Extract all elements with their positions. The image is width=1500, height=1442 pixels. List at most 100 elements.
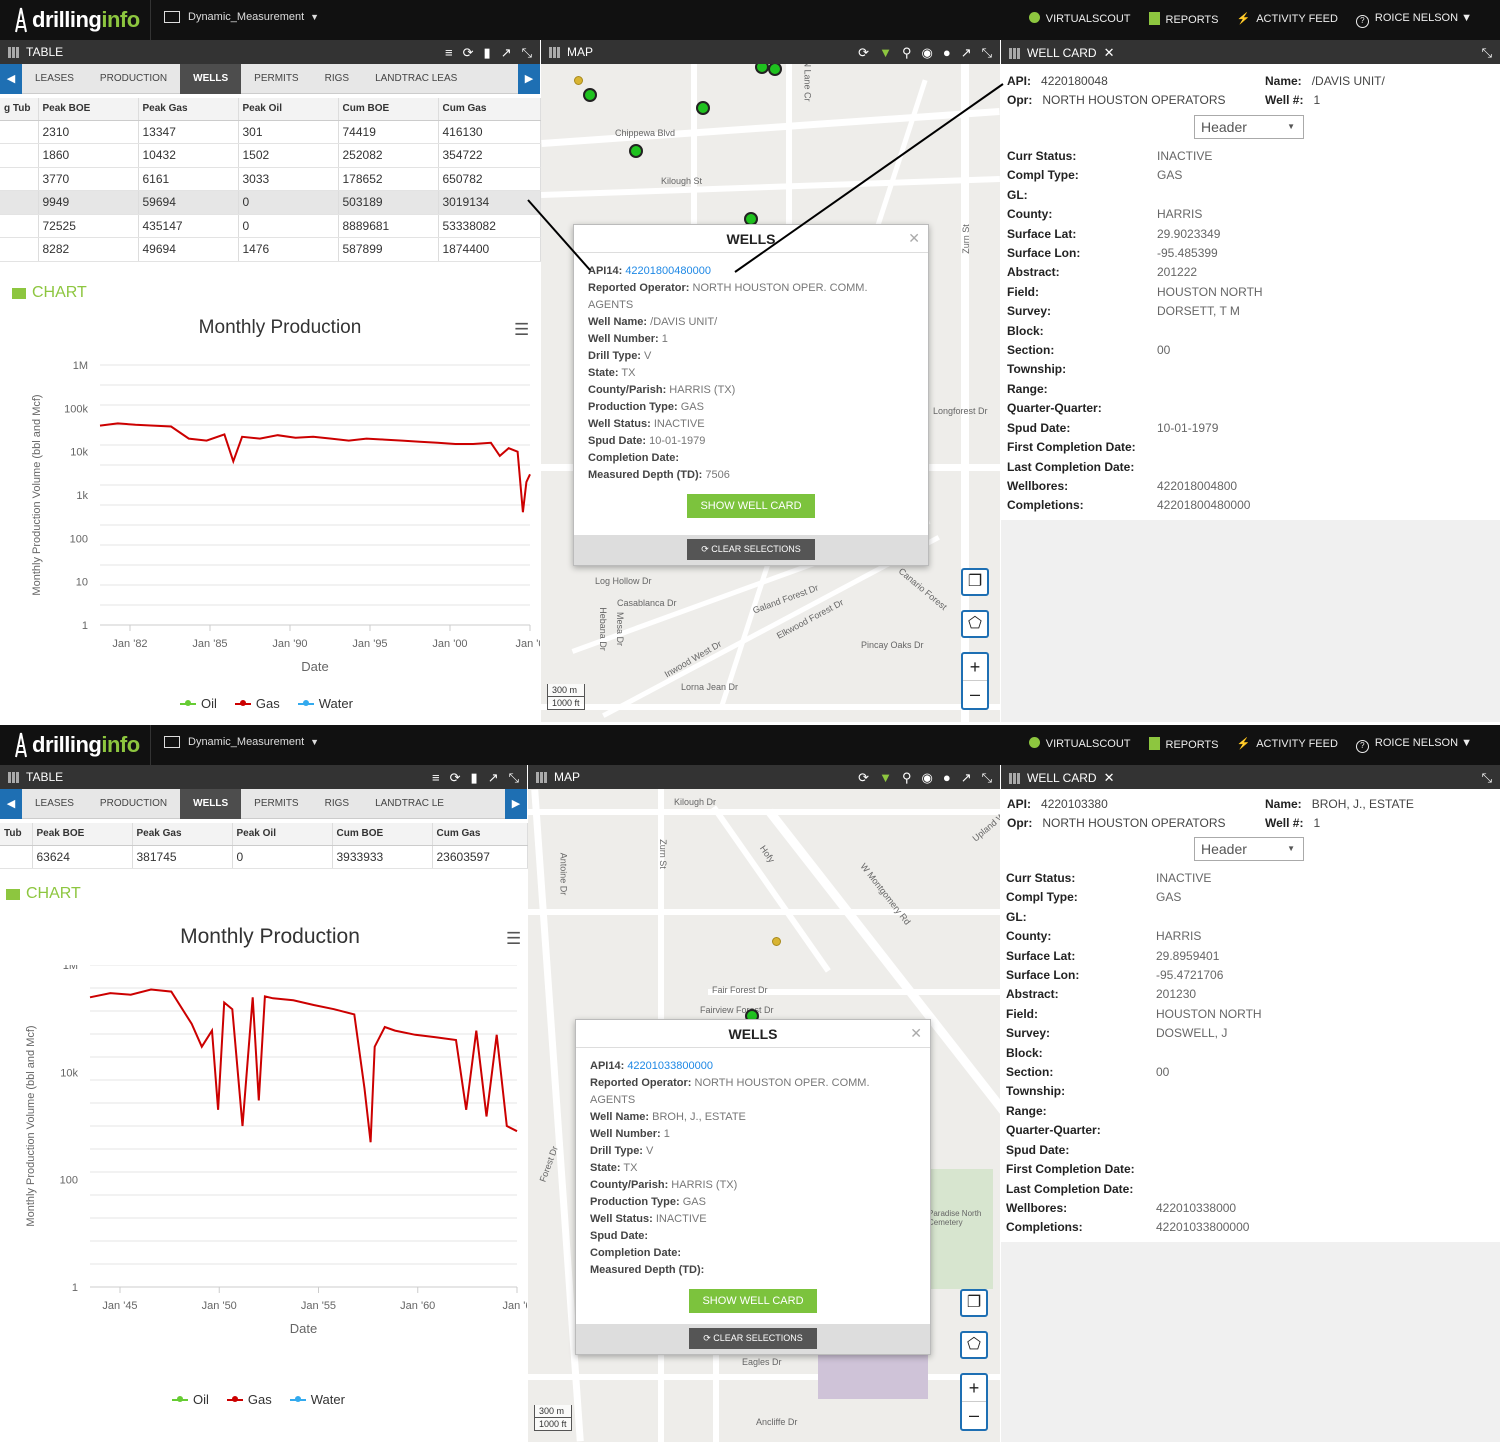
legend-oil[interactable]: Oil xyxy=(172,1392,209,1407)
api-link[interactable]: 42201033800000 xyxy=(627,1060,713,1072)
tab-permits[interactable]: PERMITS xyxy=(254,73,299,84)
zoom-icon[interactable]: ⚲ xyxy=(901,770,912,785)
list-filter-icon[interactable]: ≡ xyxy=(432,770,440,785)
column-header[interactable]: Cum Gas xyxy=(438,98,541,121)
tabs-right-arrow[interactable]: ▶ xyxy=(505,789,527,819)
drillinginfo-logo[interactable]: drilling info xyxy=(14,729,140,761)
tabs-left-arrow[interactable]: ◀ xyxy=(0,64,22,94)
show-well-card-button[interactable]: SHOW WELL CARD xyxy=(687,494,815,518)
zoom-out-button[interactable]: – xyxy=(968,1405,979,1425)
table-row[interactable]: 72525 435147 0 8889681 53338082 xyxy=(0,214,541,238)
reports-link[interactable]: REPORTS xyxy=(1148,737,1219,753)
polygon-select-button[interactable]: ⬠ xyxy=(961,610,989,638)
activity-feed-link[interactable]: ⚡ ACTIVITY FEED xyxy=(1236,13,1338,25)
table-row[interactable]: 8282 49694 1476 587899 1874400 xyxy=(0,237,541,262)
show-well-card-button[interactable]: SHOW WELL CARD xyxy=(689,1289,817,1313)
legend-gas[interactable]: Gas xyxy=(234,696,280,711)
legend-water[interactable]: Water xyxy=(297,696,353,711)
refresh-icon[interactable]: ⟳ xyxy=(858,770,870,785)
drillinginfo-logo[interactable]: drilling info xyxy=(14,4,140,36)
user-menu[interactable]: ? ROICE NELSON ▼ xyxy=(1355,12,1472,28)
zoom-out-button[interactable]: – xyxy=(969,684,980,704)
filter-icon[interactable]: ▼ xyxy=(879,45,892,60)
table-row[interactable]: 3770 6161 3033 178652 650782 xyxy=(0,167,541,191)
tab-leases[interactable]: LEASES xyxy=(35,798,74,809)
expand-icon[interactable]: ⤡ xyxy=(981,45,992,60)
filter-icon[interactable]: ▼ xyxy=(879,770,892,785)
tabs-left-arrow[interactable]: ◀ xyxy=(0,789,22,819)
reports-link[interactable]: REPORTS xyxy=(1148,12,1219,28)
well-marker[interactable] xyxy=(629,144,643,158)
tab-permits[interactable]: PERMITS xyxy=(254,798,299,809)
bar-chart-icon[interactable]: ▮ xyxy=(470,770,478,785)
zoom-icon[interactable]: ⚲ xyxy=(901,45,912,60)
virtualscout-link[interactable]: VIRTUALSCOUT xyxy=(1028,737,1131,753)
well-marker[interactable] xyxy=(768,64,782,76)
column-header[interactable]: Cum Gas xyxy=(432,823,528,846)
clear-selections-button[interactable]: ⟳ CLEAR SELECTIONS xyxy=(687,539,815,560)
tab-production[interactable]: PRODUCTION xyxy=(99,73,168,84)
tab-wells[interactable]: WELLS xyxy=(180,64,242,94)
list-filter-icon[interactable]: ≡ xyxy=(445,45,453,60)
tab-wells[interactable]: WELLS xyxy=(180,789,242,819)
expand-icon[interactable]: ⤡ xyxy=(1481,45,1492,60)
column-header[interactable]: Cum BOE xyxy=(338,98,439,121)
section-select[interactable]: Header ▼ xyxy=(1194,837,1304,861)
well-marker[interactable] xyxy=(583,88,597,102)
expand-icon[interactable]: ⤡ xyxy=(1481,770,1492,785)
table-row[interactable]: 1860 10432 1502 252082 354722 xyxy=(0,143,541,168)
column-header[interactable]: Peak Gas xyxy=(138,98,239,121)
close-icon[interactable]: ✕ xyxy=(1103,45,1115,60)
column-header[interactable]: Tub xyxy=(0,823,33,846)
tab-production[interactable]: PRODUCTION xyxy=(99,798,168,809)
close-icon[interactable]: ✕ xyxy=(910,1025,922,1041)
pin-icon[interactable]: ● xyxy=(942,770,951,785)
layers-icon[interactable]: ◉ xyxy=(921,770,933,785)
section-select[interactable]: Header ▼ xyxy=(1194,115,1304,139)
hamburger-icon[interactable]: ☰ xyxy=(514,320,530,339)
tab-leases[interactable]: LEASES xyxy=(35,73,74,84)
expand-icon[interactable]: ⤡ xyxy=(981,770,992,785)
legend-oil[interactable]: Oil xyxy=(180,696,217,711)
workspace-dropdown[interactable]: Dynamic_Measurement ▼ xyxy=(164,11,319,23)
tab-rigs[interactable]: RIGS xyxy=(324,73,350,84)
column-header[interactable]: Peak Gas xyxy=(132,823,233,846)
table-row[interactable]: 63624 381745 0 3933933 23603597 xyxy=(0,845,528,869)
column-header[interactable]: Peak BOE xyxy=(38,98,139,121)
tab-rigs[interactable]: RIGS xyxy=(324,798,350,809)
tab-landtrac-le[interactable]: LANDTRAC LE xyxy=(375,798,444,809)
activity-feed-link[interactable]: ⚡ ACTIVITY FEED xyxy=(1236,738,1338,750)
refresh-icon[interactable]: ⟳ xyxy=(449,770,461,785)
hamburger-icon[interactable]: ☰ xyxy=(506,929,522,948)
column-header[interactable]: Peak BOE xyxy=(32,823,133,846)
well-marker[interactable] xyxy=(772,937,781,946)
column-header[interactable]: Cum BOE xyxy=(332,823,433,846)
table-row[interactable]: 9949 59694 0 503189 3019134 xyxy=(0,190,541,215)
tab-landtrac-leas[interactable]: LANDTRAC LEAS xyxy=(375,73,458,84)
export-icon[interactable]: ↗ xyxy=(500,45,512,60)
copy-layer-button[interactable]: ❐ xyxy=(960,1289,988,1317)
legend-water[interactable]: Water xyxy=(289,1392,345,1407)
column-header[interactable]: g Tub xyxy=(0,98,39,121)
well-marker[interactable] xyxy=(574,76,583,85)
clear-selections-button[interactable]: ⟳ CLEAR SELECTIONS xyxy=(689,1328,817,1349)
export-icon[interactable]: ↗ xyxy=(487,770,499,785)
expand-icon[interactable]: ⤡ xyxy=(521,45,532,60)
column-header[interactable]: Peak Oil xyxy=(232,823,333,846)
export-icon[interactable]: ↗ xyxy=(960,45,972,60)
bar-chart-icon[interactable]: ▮ xyxy=(483,45,491,60)
zoom-in-button[interactable]: + xyxy=(962,1375,986,1402)
layers-icon[interactable]: ◉ xyxy=(921,45,933,60)
expand-icon[interactable]: ⤡ xyxy=(508,770,519,785)
zoom-in-button[interactable]: + xyxy=(963,654,987,681)
refresh-icon[interactable]: ⟳ xyxy=(858,45,870,60)
virtualscout-link[interactable]: VIRTUALSCOUT xyxy=(1028,12,1131,28)
export-icon[interactable]: ↗ xyxy=(960,770,972,785)
api-link[interactable]: 42201800480000 xyxy=(625,265,711,277)
well-marker[interactable] xyxy=(696,101,710,115)
table-row[interactable]: 2310 13347 301 74419 416130 xyxy=(0,120,541,144)
pin-icon[interactable]: ● xyxy=(942,45,951,60)
user-menu[interactable]: ? ROICE NELSON ▼ xyxy=(1355,737,1472,753)
copy-layer-button[interactable]: ❐ xyxy=(961,568,989,596)
column-header[interactable]: Peak Oil xyxy=(238,98,339,121)
